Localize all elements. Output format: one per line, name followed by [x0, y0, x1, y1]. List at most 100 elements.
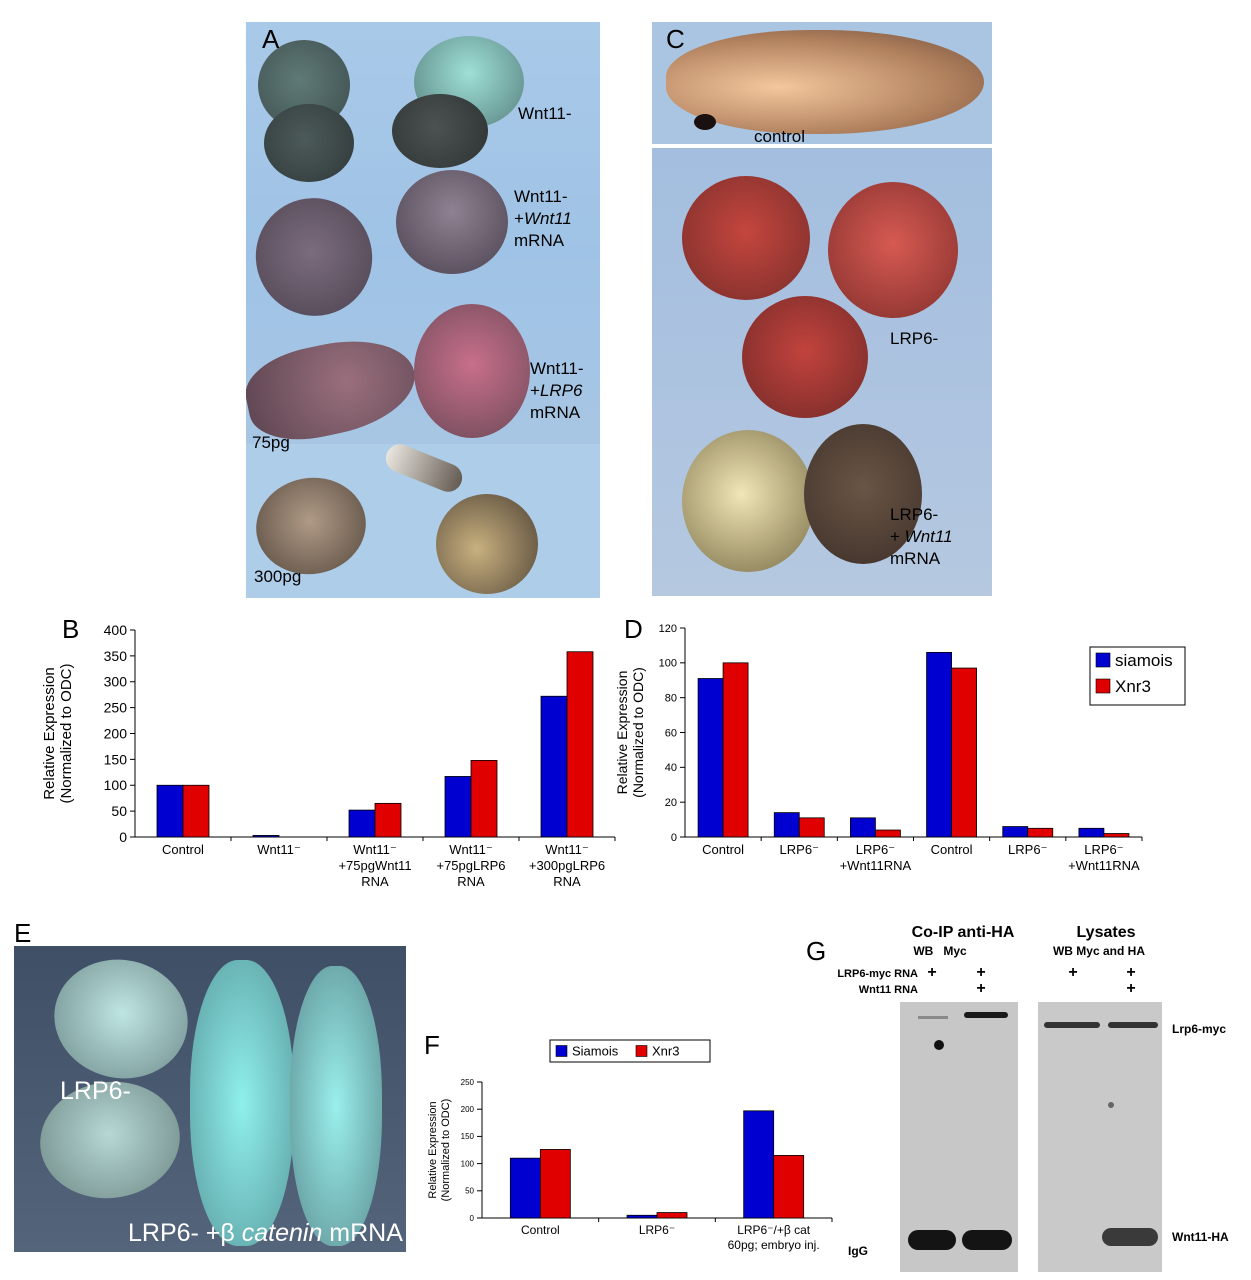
y-tick-label: 50: [111, 803, 127, 819]
label-line: mRNA: [530, 403, 581, 422]
y-tick-label: 350: [104, 648, 128, 664]
x-tick-label: RNA: [457, 874, 485, 889]
y-axis-label: Relative Expression: [41, 667, 58, 800]
embryo: [436, 494, 538, 594]
embryo: [190, 960, 294, 1246]
label-dose-75: 75pg: [252, 433, 290, 452]
y-tick-label: 60: [665, 727, 677, 739]
bar: [444, 776, 472, 838]
label-line: + Wnt11: [890, 526, 953, 548]
legend-label: Siamois: [572, 1044, 619, 1059]
blot-band: [964, 1012, 1008, 1018]
panel-letter-e: E: [14, 918, 32, 948]
bar: [539, 1149, 571, 1219]
label-part-italic: Wnt11: [523, 209, 572, 228]
label-line: Wnt11-: [530, 359, 584, 378]
bar: [626, 1214, 658, 1219]
embryo: [828, 182, 958, 318]
x-tick-label: +75pgLRP6: [436, 858, 505, 873]
label-part: +: [530, 381, 540, 400]
y-tick-label: 100: [104, 777, 128, 793]
y-tick-label: 400: [104, 622, 128, 638]
blot-band: [1108, 1022, 1158, 1028]
plus-sign: +: [1126, 964, 1136, 981]
plus-sign: +: [976, 964, 986, 981]
band-label-igg: IgG: [848, 1244, 868, 1258]
chart-d: 0 20 40 60 80 100 120 Relative Expression (Norma…: [614, 623, 1186, 873]
coip-subtitle: WB Myc: [913, 944, 967, 958]
bar: [926, 651, 952, 838]
panel-letter-b: B: [62, 614, 80, 644]
bar: [182, 784, 210, 838]
bar: [470, 760, 498, 838]
label-line: +Wnt11: [514, 208, 572, 230]
coip-title: Co-IP anti-HA: [911, 924, 1015, 941]
y-tick-label: 150: [461, 1132, 475, 1141]
blot-band: [962, 1230, 1012, 1250]
label-wnt11-rescue-wnt11: Wnt11- +Wnt11 mRNA: [514, 186, 572, 252]
y-tick-label: 40: [665, 762, 677, 774]
lysates-subtitle: WB Myc and HA: [1052, 944, 1145, 958]
y-tick-label: 0: [119, 829, 127, 845]
label-wnt11-minus: Wnt11-: [518, 104, 572, 123]
bar: [773, 1155, 805, 1219]
x-tick-label: +Wnt11RNA: [1068, 858, 1140, 873]
bar: [1027, 827, 1054, 838]
legend-label: siamois: [1115, 651, 1173, 670]
embryo: [742, 296, 868, 418]
plus-sign: +: [976, 980, 986, 997]
bar: [348, 809, 376, 838]
label-lrp6-rescue: LRP6- + Wnt11 mRNA: [890, 504, 953, 570]
y-tick-label: 0: [470, 1214, 475, 1223]
y-axis-label: (Normalized to ODC): [58, 663, 75, 803]
embryo: [264, 104, 354, 182]
label-part-italic: catenin: [241, 1219, 323, 1247]
embryo: [396, 170, 508, 274]
label-line: +LRP6: [530, 380, 584, 402]
y-tick-label: 200: [104, 725, 128, 741]
x-tick-label: LRP6⁻: [1084, 842, 1123, 857]
label-part-italic: Wnt11: [904, 527, 953, 546]
x-tick-label: LRP6⁻: [780, 842, 819, 857]
y-tick-label: 100: [659, 658, 677, 670]
label-wnt11-rescue-lrp6: Wnt11- +LRP6 mRNA: [530, 358, 584, 424]
y-tick-label: 120: [659, 623, 677, 635]
label-line: mRNA: [514, 231, 565, 250]
x-tick-label: RNA: [361, 874, 389, 889]
label-lrp6-minus: LRP6-: [890, 329, 939, 348]
blot-band: [908, 1230, 956, 1250]
y-tick-label: 300: [104, 674, 128, 690]
label-part-italic: LRP6: [539, 381, 583, 400]
x-tick-label: Control: [702, 842, 744, 857]
legend-swatch: [1095, 678, 1111, 694]
embryo: [414, 304, 530, 438]
embryo: [804, 424, 922, 564]
embryo-eye: [694, 114, 716, 130]
panel-c-photo-top: [652, 22, 992, 144]
bar: [540, 695, 568, 838]
legend-swatch: [1095, 652, 1111, 668]
label-line: mRNA: [890, 549, 941, 568]
bar: [656, 1212, 688, 1219]
bar: [1078, 827, 1105, 838]
y-tick-label: 250: [461, 1078, 475, 1087]
panel-a-photo: [246, 22, 600, 598]
band-label-wnt11-ha: Wnt11-HA: [1172, 1230, 1229, 1244]
plus-sign: +: [927, 964, 937, 981]
y-tick-label: 100: [461, 1159, 475, 1168]
row-label-wnt11: Wnt11 RNA: [858, 984, 918, 996]
x-tick-label: +Wnt11RNA: [840, 858, 912, 873]
panel-letter-g: G: [806, 936, 827, 966]
embryo: [43, 947, 199, 1091]
row-label-lrp6-myc: LRP6-myc RNA: [837, 968, 918, 980]
legend-box: [549, 1039, 711, 1063]
y-tick-label: 80: [665, 693, 677, 705]
bar: [697, 678, 724, 838]
label-part: +: [514, 209, 524, 228]
y-tick-label: 50: [465, 1187, 474, 1196]
label-line: Wnt11-: [514, 187, 568, 206]
x-tick-label: Control: [162, 842, 204, 857]
x-tick-label: RNA: [553, 874, 581, 889]
coip-blot: [900, 1002, 1018, 1272]
x-tick-label: +75pgWnt11: [338, 858, 411, 873]
